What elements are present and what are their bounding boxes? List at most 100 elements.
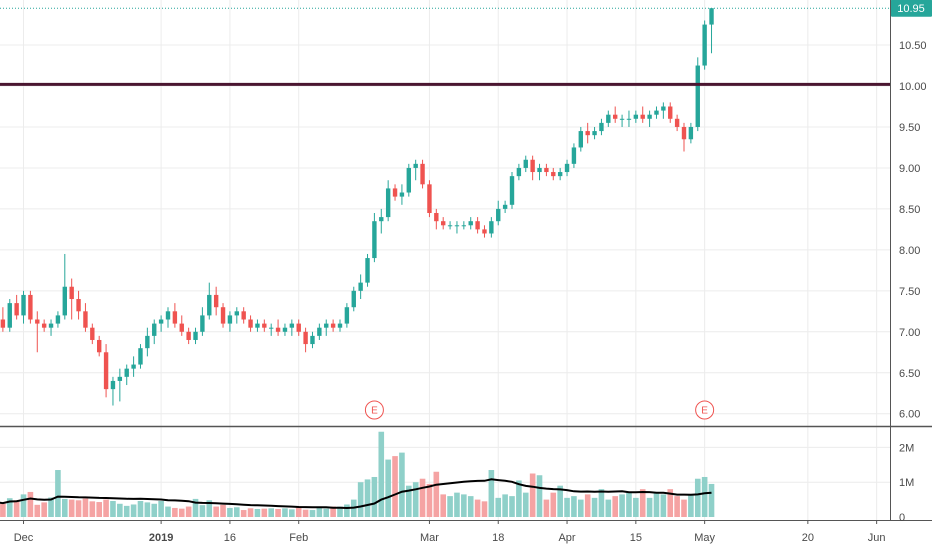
volume-bar [165, 506, 171, 517]
time-tick-label: Jun [868, 532, 886, 544]
candle-body [626, 118, 632, 120]
volume-bar [447, 496, 453, 517]
volume-tick-label: 2M [899, 442, 914, 454]
time-tick-label: 16 [224, 532, 236, 544]
earnings-marker[interactable] [364, 400, 384, 420]
time-axis[interactable]: Dec 2019 16 Feb Mar 18 Apr 15 May 20 Jun [14, 520, 886, 544]
earnings-label: E [371, 406, 378, 417]
candle-body [152, 323, 157, 336]
volume-bar [289, 509, 295, 517]
candle-body [681, 126, 687, 140]
volume-bar [598, 489, 605, 517]
candle-body [97, 339, 102, 353]
volume-bar [564, 497, 570, 517]
volume-bar [20, 494, 27, 517]
candle-body [571, 147, 577, 164]
candle-body [269, 327, 274, 329]
candle-body [496, 208, 501, 222]
candle-body [165, 311, 171, 320]
candle-body [234, 311, 239, 316]
candle-body [523, 159, 528, 168]
candle-body [461, 225, 467, 227]
candle-body [193, 331, 198, 340]
volume-bar [399, 452, 405, 517]
candle-body [351, 290, 356, 308]
volume-bar [13, 500, 20, 517]
volume-bar [364, 479, 371, 517]
candle-body [557, 172, 563, 177]
candle-body [200, 315, 205, 332]
candle-body [592, 131, 597, 136]
volume-bar [371, 476, 378, 517]
volume-bar [591, 497, 598, 517]
candle-body [392, 188, 398, 197]
volume-bar [158, 500, 164, 517]
candle-body [434, 213, 439, 222]
volume-bar [467, 496, 474, 517]
last-price-badge: 10.95 [891, 0, 932, 17]
candle-body [454, 225, 460, 227]
volume-bar [82, 498, 89, 517]
volume-bar [708, 483, 715, 517]
volume-bar [247, 508, 254, 517]
volume-bar [495, 497, 502, 517]
volume-bar [392, 456, 398, 517]
volume-bar [268, 508, 274, 517]
price-axis[interactable]: 6.00 6.50 7.00 7.50 8.00 8.50 9.00 9.50 10.00 10.… [899, 40, 927, 421]
volume-tick-label: 1M [899, 477, 914, 489]
volume-bar [96, 502, 102, 517]
candle-body [275, 327, 281, 332]
volume-bar [543, 499, 550, 517]
volume-bar [295, 507, 302, 517]
volume-bar [694, 478, 701, 517]
volume-axis[interactable]: 0 1M 2M [899, 442, 914, 524]
volume-bar [199, 505, 206, 517]
candle-body [69, 286, 74, 300]
candle-body [413, 163, 418, 168]
candle-body [324, 323, 329, 328]
volume-bar [309, 510, 316, 517]
candle-body [502, 204, 508, 209]
candle-body [427, 184, 432, 213]
time-tick-label: Feb [289, 532, 308, 544]
price-tick-label: 8.00 [899, 245, 920, 257]
volume-bar [474, 499, 481, 517]
candle-body [213, 294, 219, 308]
last-price-label: 10.95 [897, 3, 925, 15]
volume-bar [144, 502, 151, 517]
candle-body [28, 294, 33, 320]
price-tick-label: 6.50 [899, 368, 920, 380]
volume-bar [701, 476, 708, 517]
candle-body [551, 172, 556, 177]
earnings-label: E [701, 406, 708, 417]
price-tick-label: 9.50 [899, 122, 920, 134]
volume-bar [323, 508, 330, 517]
volume-bar [502, 494, 508, 517]
volume-bar [227, 507, 233, 517]
candlesticks [0, 8, 714, 406]
volume-bar [178, 508, 185, 517]
volume-bar [123, 505, 130, 517]
volume-bar [426, 483, 433, 517]
volume-bar [516, 480, 522, 517]
candle-body [688, 126, 694, 140]
earnings-marker[interactable] [695, 400, 715, 420]
volume-bar [433, 471, 440, 517]
time-tick-label: May [694, 532, 715, 544]
candle-body [330, 323, 336, 328]
volume-bar [605, 499, 612, 517]
candle-body [441, 221, 446, 226]
volume-bar [536, 475, 543, 517]
candle-body [475, 221, 480, 230]
candle-body [489, 221, 494, 234]
volume-bar [571, 496, 577, 517]
candle-body [317, 327, 322, 336]
volume-bar [6, 498, 13, 517]
candle-body [654, 110, 659, 115]
volume-bar [316, 507, 323, 517]
volume-bar [584, 494, 591, 517]
candle-body [585, 131, 590, 136]
candle-body [14, 303, 19, 316]
